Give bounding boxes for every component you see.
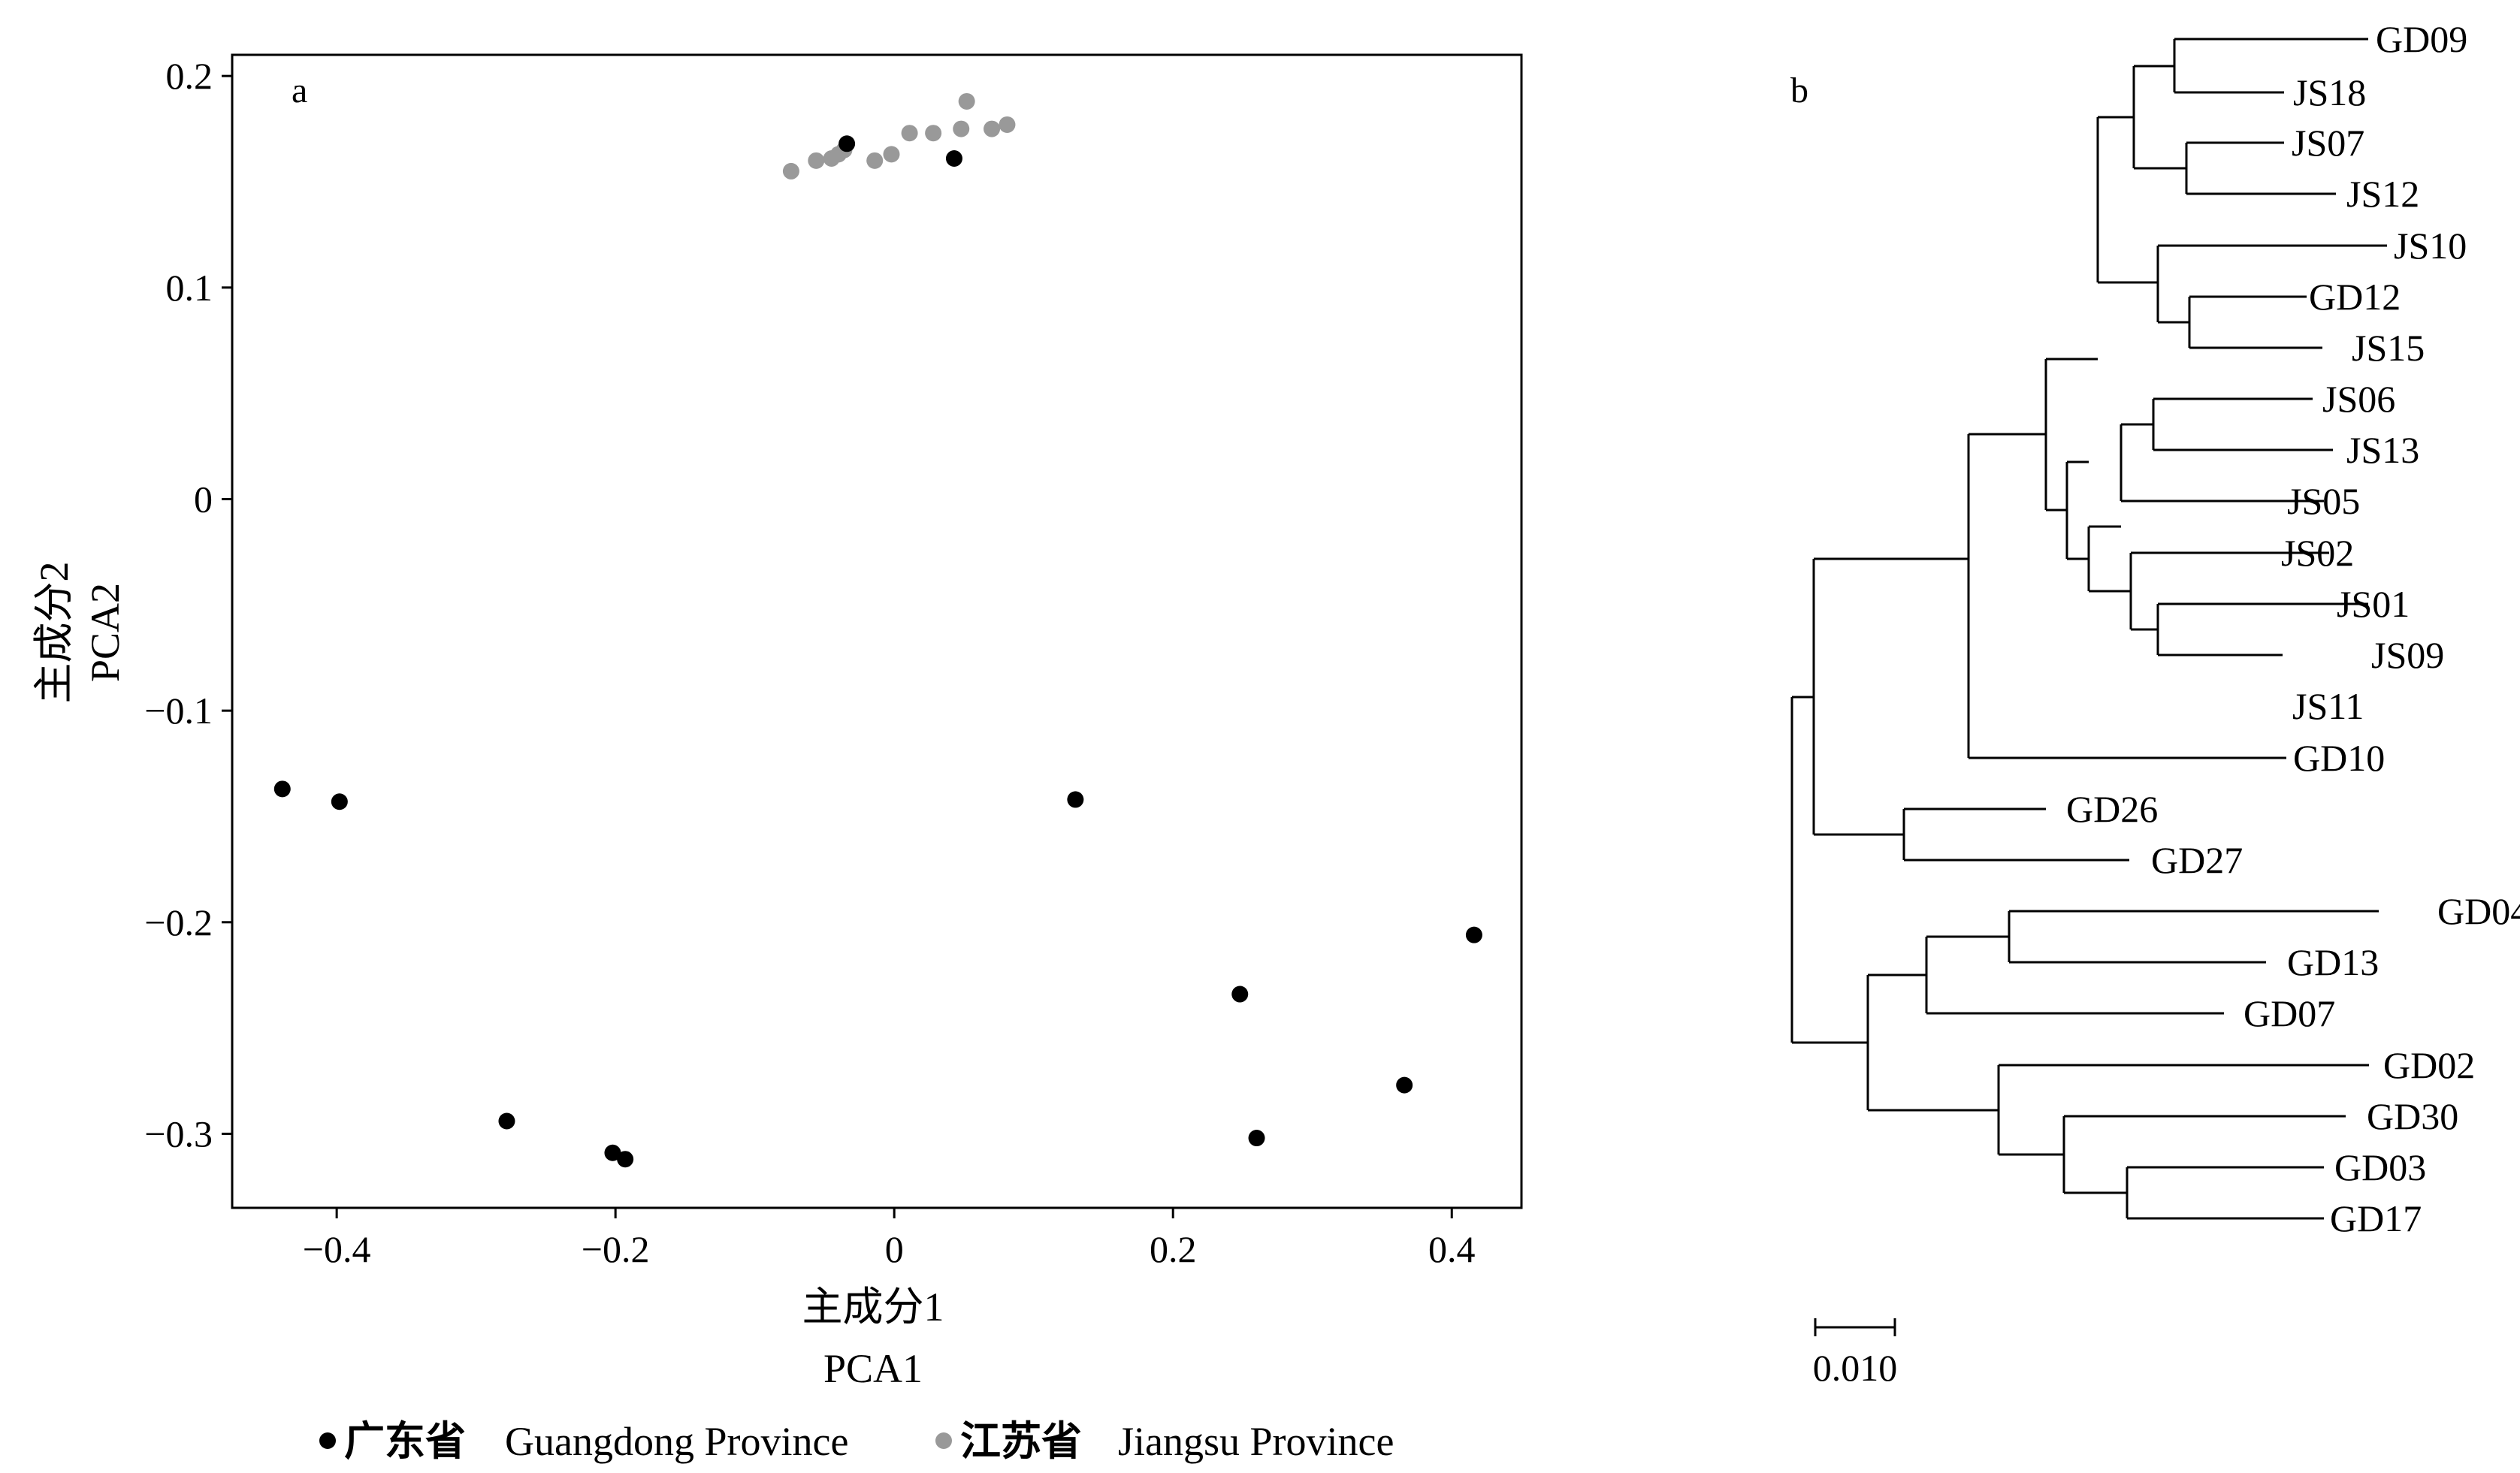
legend-marker-guangdong <box>319 1432 336 1449</box>
data-point <box>1231 986 1249 1003</box>
data-point <box>945 150 962 168</box>
leaf-label: GD12 <box>2309 276 2401 318</box>
y-tick-label: 0 <box>194 478 213 520</box>
leaf-label: JS01 <box>2337 583 2410 625</box>
leaf-label: GD13 <box>2287 941 2379 983</box>
data-point <box>925 125 942 142</box>
data-point <box>984 120 1001 137</box>
y-tick-label: 0.1 <box>166 267 213 309</box>
x-tick-label: 0.2 <box>1150 1228 1197 1270</box>
legend-label-jiangsu-en: Jiangsu Province <box>1118 1419 1394 1464</box>
panel-label-a: a <box>292 71 307 110</box>
scale-bar-label: 0.010 <box>1813 1347 1898 1389</box>
leaf-label: GD30 <box>2367 1095 2458 1137</box>
leaf-label: GD17 <box>2330 1197 2422 1239</box>
leaf-label: GD10 <box>2293 737 2385 779</box>
y-tick-label: −0.2 <box>144 901 213 943</box>
leaf-label: JS05 <box>2287 480 2360 522</box>
leaf-label: JS15 <box>2352 327 2425 369</box>
data-point <box>838 135 856 152</box>
y-tick-label: 0.2 <box>166 55 213 97</box>
leaf-label: GD26 <box>2066 788 2158 830</box>
data-point <box>617 1151 634 1168</box>
x-axis-ticks: −0.4 −0.2 0 0.2 0.4 <box>303 1208 1476 1270</box>
pca-panel: a −0.4 −0.2 0 0.2 0.4 0.2 0.1 0 −0.1 −0.2 −0.3 主成… <box>32 53 1523 1391</box>
leaf-label: JS11 <box>2292 685 2364 727</box>
leaf-label: JS12 <box>2346 173 2419 215</box>
data-point <box>883 146 900 163</box>
data-point <box>866 152 884 169</box>
data-point <box>498 1112 515 1130</box>
leaf-label: JS18 <box>2293 71 2366 113</box>
data-point <box>1396 1076 1413 1094</box>
data-point <box>273 780 291 798</box>
data-point <box>782 162 799 180</box>
leaf-label: GD07 <box>2244 992 2335 1034</box>
leaf-label: JS10 <box>2394 225 2467 267</box>
legend-label-guangdong-cn: 广东省 <box>344 1419 466 1464</box>
dendrogram-branches <box>1790 38 2387 1220</box>
data-point <box>1465 926 1482 943</box>
x-axis-title-cn: 主成分1 <box>802 1284 944 1330</box>
y-axis-ticks: 0.2 0.1 0 −0.1 −0.2 −0.3 <box>144 55 232 1155</box>
leaf-label: GD02 <box>2383 1044 2475 1086</box>
panel-label-b: b <box>1790 71 1808 110</box>
scatter-points <box>273 92 1482 1168</box>
data-point <box>604 1144 621 1161</box>
y-axis-title-en: PCA2 <box>83 583 128 682</box>
leaf-label: JS02 <box>2281 532 2354 574</box>
leaf-label: GD04 <box>2437 890 2520 932</box>
y-tick-label: −0.3 <box>144 1112 213 1155</box>
x-tick-label: −0.4 <box>303 1228 371 1270</box>
x-tick-label: −0.2 <box>582 1228 650 1270</box>
legend-label-guangdong-en: Guangdong Province <box>505 1419 848 1464</box>
leaf-label: JS06 <box>2322 378 2395 420</box>
leaf-label: GD27 <box>2151 839 2243 881</box>
leaf-label: GD09 <box>2376 18 2467 60</box>
data-point <box>1248 1130 1265 1147</box>
data-point <box>808 152 825 169</box>
y-axis-title-cn: 主成分2 <box>32 562 77 704</box>
leaf-label: JS13 <box>2346 429 2419 471</box>
legend-label-jiangsu-cn: 江苏省 <box>960 1419 1082 1464</box>
data-point <box>901 125 918 142</box>
data-point <box>331 793 348 810</box>
data-point <box>953 120 970 137</box>
plot-frame <box>231 53 1523 1209</box>
leaf-label: GD03 <box>2334 1146 2426 1188</box>
x-axis-title-en: PCA1 <box>823 1346 923 1391</box>
leaf-label: JS07 <box>2292 122 2364 164</box>
data-point <box>958 92 975 110</box>
data-point <box>999 116 1016 133</box>
y-tick-label: −0.1 <box>144 690 213 732</box>
scale-bar <box>1814 1318 1896 1336</box>
x-tick-label: 0 <box>885 1228 904 1270</box>
leaf-label: JS09 <box>2371 634 2444 676</box>
data-point <box>1067 791 1084 808</box>
legend: 广东省 Guangdong Province 江苏省 Jiangsu Provi… <box>319 1419 1394 1464</box>
x-tick-label: 0.4 <box>1428 1228 1476 1270</box>
legend-marker-jiangsu <box>935 1432 952 1449</box>
